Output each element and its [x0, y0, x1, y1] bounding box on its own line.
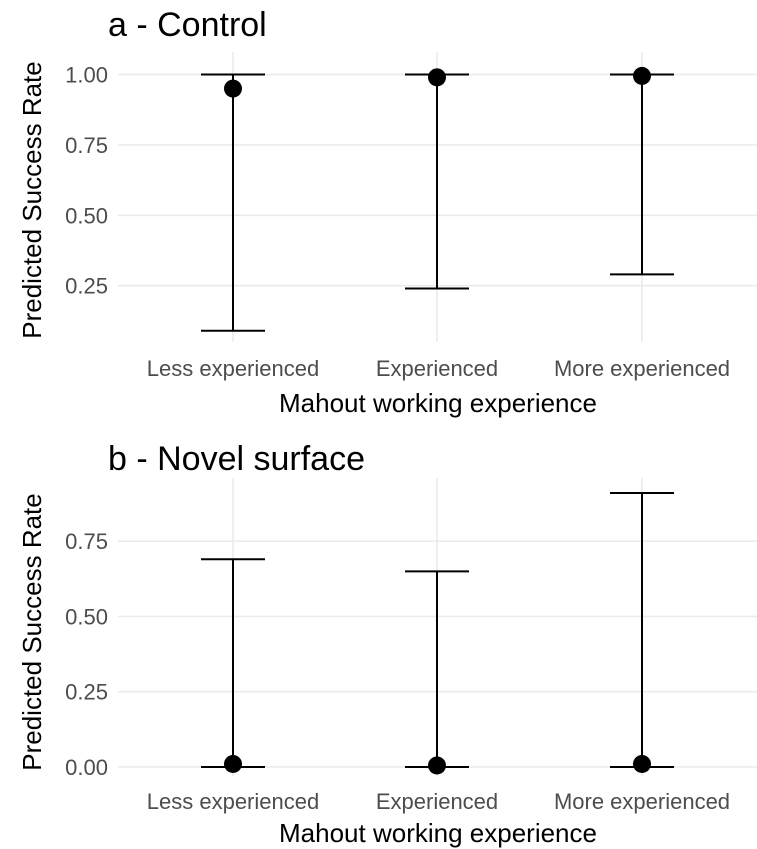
panel-b-y-axis-title: Predicted Success Rate	[17, 493, 47, 770]
panel-a-x-ticks: Less experienced Experienced More experien…	[147, 356, 730, 381]
data-point	[428, 68, 446, 87]
y-tick-label: 0.50	[65, 604, 108, 629]
x-tick-label: More experienced	[554, 356, 730, 381]
y-tick-label: 0.00	[65, 755, 108, 780]
y-tick-label: 0.25	[65, 274, 108, 299]
panel-b-y-ticks: 0.00 0.25 0.50 0.75	[65, 529, 108, 780]
data-point	[633, 66, 651, 85]
panel-b-marks	[201, 492, 674, 775]
x-tick-label: Less experienced	[147, 789, 319, 814]
panel-a-title: a - Control	[108, 6, 267, 44]
panel-b-x-axis-title: Mahout working experience	[279, 818, 597, 848]
y-tick-label: 0.75	[65, 529, 108, 554]
data-point	[224, 754, 242, 773]
y-tick-label: 0.75	[65, 133, 108, 158]
y-tick-label: 0.25	[65, 680, 108, 705]
panel-b-title: b - Novel surface	[108, 440, 365, 478]
data-point	[224, 79, 242, 98]
x-tick-label: Experienced	[376, 356, 498, 381]
y-tick-label: 1.00	[65, 63, 108, 88]
data-point	[428, 756, 446, 775]
x-tick-label: More experienced	[554, 789, 730, 814]
x-tick-label: Experienced	[376, 789, 498, 814]
x-tick-label: Less experienced	[147, 356, 319, 381]
panel-a-y-axis-title: Predicted Success Rate	[17, 61, 47, 338]
panel-a-x-axis-title: Mahout working experience	[279, 388, 597, 418]
panel-a-y-ticks: 0.25 0.50 0.75 1.00	[65, 63, 108, 299]
data-point	[633, 754, 651, 773]
panel-b: b - Novel surface Predicted Success Rate…	[17, 440, 757, 848]
panel-a: a - Control Predicted Success Rate Mahou…	[17, 6, 757, 418]
panel-b-x-ticks: Less experienced Experienced More experien…	[147, 789, 730, 814]
panel-a-marks	[201, 66, 674, 332]
y-tick-label: 0.50	[65, 203, 108, 228]
